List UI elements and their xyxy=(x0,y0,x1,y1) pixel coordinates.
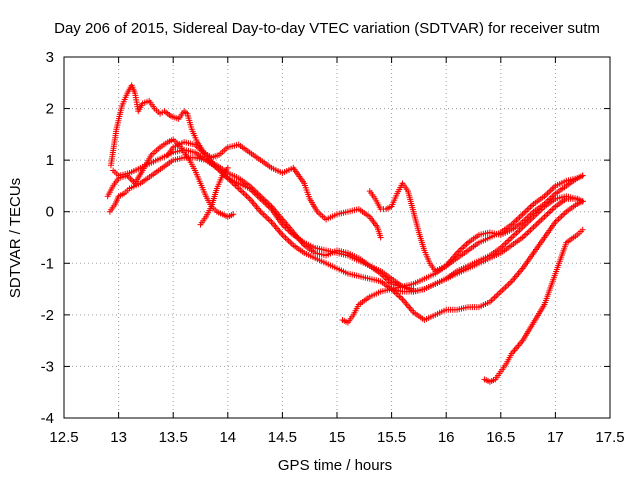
y-tick-label: -4 xyxy=(41,410,54,427)
y-tick-label: -1 xyxy=(41,255,54,272)
y-tick-label: 0 xyxy=(46,204,54,221)
x-tick-label: 13.5 xyxy=(159,429,188,446)
y-tick-label: 2 xyxy=(46,101,54,118)
x-tick-label: 16.5 xyxy=(486,429,515,446)
series-track-7 xyxy=(366,172,586,275)
series-track-10 xyxy=(197,164,231,228)
data-point xyxy=(579,172,586,179)
y-tick-label: 3 xyxy=(46,49,54,66)
series-track-5 xyxy=(164,139,586,295)
x-tick-label: 14.5 xyxy=(268,429,297,446)
series-track-9 xyxy=(481,226,586,385)
y-axis-label: SDTVAR / TECUs xyxy=(7,178,24,298)
y-tick-label: -3 xyxy=(41,358,54,375)
series-track-1 xyxy=(107,82,384,241)
axis-ticks xyxy=(63,56,611,419)
x-tick-labels: 12.5 13 13.5 14 14.5 15 15.5 16 16.5 17 17.5 xyxy=(49,429,624,446)
y-tick-label: -2 xyxy=(41,307,54,324)
data-point xyxy=(230,211,237,218)
x-tick-label: 15 xyxy=(329,429,346,446)
data-point xyxy=(224,164,231,171)
data-point xyxy=(377,234,384,241)
data-point xyxy=(579,198,586,205)
x-axis-label: GPS time / hours xyxy=(278,457,392,474)
data-point xyxy=(579,226,586,233)
series-track-8 xyxy=(388,198,586,324)
chart-title: Day 206 of 2015, Sidereal Day-to-day VTE… xyxy=(54,20,600,37)
x-tick-label: 17 xyxy=(547,429,564,446)
y-tick-label: 1 xyxy=(46,152,54,169)
x-tick-label: 17.5 xyxy=(595,429,624,446)
y-tick-labels: -4 -3 -2 -1 0 1 2 3 xyxy=(41,49,54,427)
x-tick-label: 12.5 xyxy=(49,429,78,446)
x-tick-label: 14 xyxy=(219,429,236,446)
data-points xyxy=(104,82,586,385)
x-tick-label: 13 xyxy=(110,429,127,446)
x-tick-label: 16 xyxy=(438,429,455,446)
x-tick-label: 15.5 xyxy=(377,429,406,446)
